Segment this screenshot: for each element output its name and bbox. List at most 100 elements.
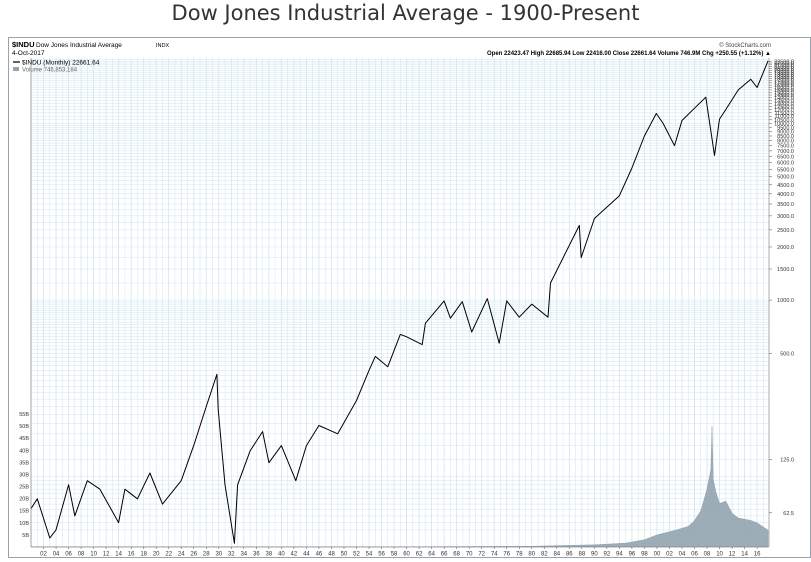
date-axis-label: 74: [491, 552, 498, 558]
date-axis-label: 94: [616, 552, 623, 558]
date-axis-label: 40: [278, 552, 285, 558]
date-axis-label: 16: [128, 552, 135, 558]
price-axis-label: 5500.0: [777, 167, 794, 173]
volume-axis-label: 10B: [19, 521, 29, 527]
symbol-label: $INDU: [12, 40, 35, 49]
price-axis-label: 15000.0: [774, 90, 794, 96]
date-axis-label: 70: [466, 552, 473, 558]
date-axis-label: 16: [754, 552, 761, 558]
date-axis-label: 72: [478, 552, 485, 558]
price-axis-label: 17500.0: [774, 79, 794, 85]
date-axis-label: 82: [541, 552, 548, 558]
price-axis-label: 22000.0: [774, 61, 794, 67]
date-axis-label: 84: [553, 552, 560, 558]
price-axis-label: 12500.0: [774, 104, 794, 110]
price-axis-label: 15500.0: [774, 88, 794, 94]
price-axis-label: 4500.0: [777, 183, 794, 189]
volume-axis-label: 50B: [19, 424, 29, 430]
price-axis-label: 21500.0: [774, 63, 794, 69]
price-axis-label: 8000.0: [777, 139, 794, 145]
credit-label: © StockCharts.com: [719, 42, 771, 49]
date-axis-label: 54: [366, 552, 373, 558]
date-axis-label: 26: [190, 552, 197, 558]
volume-axis-label: 15B: [19, 509, 29, 515]
price-axis-label: 3500.0: [777, 202, 794, 208]
price-axis-label: 19000.0: [774, 72, 794, 78]
volume-axis-label: 5B: [22, 533, 29, 539]
date-axis-label: 60: [403, 552, 410, 558]
date-axis-label: 48: [328, 552, 335, 558]
price-axis-label: 8500.0: [777, 134, 794, 140]
volume-axis-label: 25B: [19, 485, 29, 491]
date-axis-label: 42: [291, 552, 298, 558]
date-axis-label: 36: [253, 552, 260, 558]
price-axis-label: 20000.0: [774, 68, 794, 74]
legend-volume-swatch: [13, 67, 19, 71]
page-title: Dow Jones Industrial Average - 1900-Pres…: [171, 1, 640, 25]
chart-grid: [30, 58, 769, 547]
date-axis-label: 68: [453, 552, 460, 558]
date-axis-label: 66: [441, 552, 448, 558]
date-axis-label: 22: [165, 552, 172, 558]
date-axis-label: 50: [341, 552, 348, 558]
date-axis-label: 12: [729, 552, 736, 558]
volume-axis-label: 30B: [19, 472, 29, 478]
volume-axis-label: 40B: [19, 448, 29, 454]
price-axis-label: 1500.0: [777, 267, 794, 273]
date-axis-label: 52: [353, 552, 360, 558]
price-axis-label: 5000.0: [777, 175, 794, 181]
date-axis-label: 46: [316, 552, 323, 558]
date-axis-label: 00: [654, 552, 661, 558]
price-axis-label: 6500.0: [777, 155, 794, 161]
price-axis-label: 2500.0: [777, 228, 794, 234]
volume-axis-label: 20B: [19, 497, 29, 503]
date-axis-label: 04: [679, 552, 686, 558]
date-axis: 02 04 06 08 10 12 14 16 18 20 22 24 26 28 30 32 34 36 38 40…: [31, 546, 769, 558]
date-axis-label: 88: [578, 552, 585, 558]
price-axis-label: 16000.0: [774, 85, 794, 91]
date-axis-label: 38: [266, 552, 273, 558]
price-line: [30, 60, 769, 544]
price-axis-label: 13000.0: [774, 101, 794, 107]
date-axis-label: 24: [178, 552, 185, 558]
price-axis-label: 18500.0: [774, 74, 794, 80]
plot-background: [31, 58, 769, 547]
price-axis-label: 4000.0: [777, 192, 794, 198]
date-axis-label: 20: [153, 552, 160, 558]
chart-frame: 62.5 125.0 500.0 1000.0 1500.0 2000.0 2500.0 30…: [8, 37, 811, 558]
price-axis-label: 3000.0: [777, 214, 794, 220]
date-axis-label: 28: [203, 552, 210, 558]
price-axis-label: 11000.0: [775, 114, 794, 120]
price-axis-label: 500.0: [780, 351, 794, 357]
price-axis-label: 19500.0: [774, 70, 794, 76]
volume-axis-label: 45B: [19, 436, 29, 442]
volume-axis: 5B 10B 15B 20B 25B 30B 35B 40B 45B 50B 55B: [19, 58, 32, 547]
volume-area: [30, 426, 769, 548]
price-axis-label: 9500.0: [777, 125, 794, 131]
date-axis-label: 80: [528, 552, 535, 558]
date-axis-label: 78: [516, 552, 523, 558]
date-axis-label: 64: [428, 552, 435, 558]
date-axis-label: 62: [416, 552, 423, 558]
date-axis-label: 10: [716, 552, 723, 558]
date-axis-label: 32: [228, 552, 235, 558]
date-axis-label: 96: [629, 552, 636, 558]
date-axis-label: 58: [391, 552, 398, 558]
price-axis-label: 13500.0: [774, 99, 794, 105]
price-axis-label: 1000.0: [777, 298, 794, 304]
price-axis-label: 16500.0: [774, 83, 794, 89]
date-axis-label: 92: [604, 552, 611, 558]
price-axis-label: 11500.0: [775, 111, 794, 117]
price-axis-label: 2000.0: [777, 245, 794, 251]
date-axis-label: 02: [666, 552, 673, 558]
price-axis-label: 6000.0: [777, 161, 794, 167]
chart-date-label: 4-Oct-2017: [12, 50, 45, 57]
date-axis-label: 02: [40, 552, 47, 558]
price-axis-label: 12000.0: [774, 108, 794, 114]
date-axis-label: 12: [103, 552, 110, 558]
legend-volume-entry: Volume 746,853,184: [22, 68, 78, 74]
index-name-label: Dow Jones Industrial Average: [36, 42, 122, 49]
price-axis-label: 9000.0: [777, 130, 794, 136]
date-axis-label: 44: [303, 552, 310, 558]
price-axis-label: 10500.0: [774, 118, 794, 124]
